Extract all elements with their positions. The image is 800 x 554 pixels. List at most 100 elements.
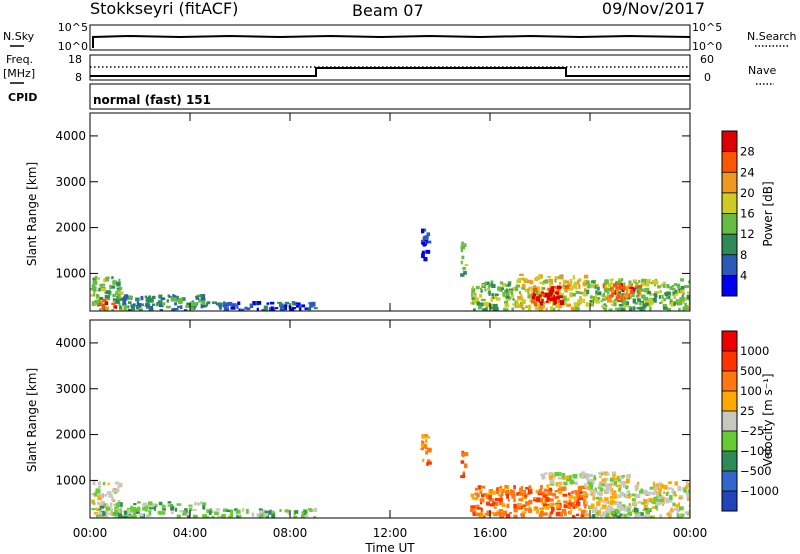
nsky-tick-top: 10^5 bbox=[58, 21, 88, 34]
velocity-colorbar: 1000 500 100 25 −25 −100 −500 −1000 bbox=[721, 330, 779, 512]
nsky-label: N.Sky bbox=[3, 30, 35, 43]
velocity-ytick-label-0: 1000 bbox=[55, 473, 86, 487]
velocity-ylabel: Slant Range [km] bbox=[25, 368, 39, 472]
velocity-patch-2 bbox=[115, 501, 207, 518]
velocity-colorbar-tick-7: −1000 bbox=[740, 484, 779, 498]
freq-tick-bottom: 8 bbox=[75, 71, 82, 84]
velocity-colorbar-swatch-4 bbox=[722, 411, 737, 431]
power-colorbar-swatch-1 bbox=[722, 254, 737, 276]
power-panel: 1000 2000 3000 4000 Slant Range [km] bbox=[25, 112, 691, 312]
power-colorbar-tick-5: 24 bbox=[740, 165, 755, 179]
freq-tick-top: 18 bbox=[68, 53, 82, 66]
cpid-value: normal (fast) 151 bbox=[93, 93, 211, 107]
power-colorbar-tick-4: 20 bbox=[740, 186, 755, 200]
nave-label: Nave bbox=[748, 64, 776, 77]
velocity-ytick-label-2: 3000 bbox=[55, 382, 86, 396]
power-colorbar-swatch-3 bbox=[722, 213, 737, 235]
velocity-ytick-label-3: 4000 bbox=[55, 336, 86, 350]
nsearch-tick-top: 10^5 bbox=[692, 21, 722, 34]
x-tick-label-5: 20:00 bbox=[573, 526, 608, 540]
velocity-patch-0 bbox=[91, 480, 123, 518]
noise-sky-line bbox=[92, 34, 691, 48]
x-tick-label-0: 00:00 bbox=[73, 526, 108, 540]
freq-label: Freq. bbox=[6, 53, 33, 66]
velocity-colorbar-swatch-8 bbox=[722, 331, 737, 351]
x-tick-label-3: 12:00 bbox=[373, 526, 408, 540]
power-patch-8 bbox=[531, 285, 570, 307]
power-patch-9 bbox=[585, 278, 690, 311]
power-ytick-label-3: 4000 bbox=[55, 129, 86, 143]
velocity-colorbar-swatch-7 bbox=[722, 351, 737, 371]
velocity-colorbar-swatch-0 bbox=[722, 491, 737, 511]
velocity-colorbar-swatch-6 bbox=[722, 371, 737, 391]
velocity-patch-3 bbox=[205, 507, 318, 518]
date-title: 09/Nov/2017 bbox=[602, 0, 705, 18]
velocity-colorbar-swatch-5 bbox=[722, 391, 737, 411]
power-patch-7 bbox=[515, 273, 589, 311]
power-colorbar-label: Power [dB] bbox=[761, 181, 775, 246]
velocity-colorbar-tick-2: 100 bbox=[740, 384, 762, 398]
velocity-data-layer bbox=[91, 434, 690, 518]
x-axis-labels: 00:00 04:00 08:00 12:00 16:00 20:00 00:00 bbox=[73, 526, 708, 540]
power-colorbar-tick-2: 12 bbox=[740, 227, 755, 241]
velocity-axis-ticks: 1000 2000 3000 4000 bbox=[55, 320, 691, 518]
power-colorbar-tick-6: 28 bbox=[740, 145, 755, 159]
velocity-colorbar-tick-6: −500 bbox=[740, 464, 772, 478]
x-axis-label: Time UT bbox=[364, 541, 415, 554]
velocity-colorbar-tick-3: 25 bbox=[740, 404, 755, 418]
nave-tick-bottom: 0 bbox=[704, 71, 711, 84]
power-ytick-label-2: 3000 bbox=[55, 175, 86, 189]
nsky-tick-bottom: 10^0 bbox=[58, 40, 88, 53]
power-patch-10 bbox=[602, 283, 642, 303]
power-ytick-label-1: 2000 bbox=[55, 221, 86, 235]
nsearch-label: N.Search bbox=[747, 30, 797, 43]
velocity-colorbar-swatch-2 bbox=[722, 451, 737, 471]
power-colorbar-swatch-6 bbox=[722, 151, 737, 173]
cpid-strip: CPID normal (fast) 151 bbox=[8, 83, 691, 110]
velocity-ytick-label-1: 2000 bbox=[55, 428, 86, 442]
power-colorbar-swatch-5 bbox=[722, 172, 737, 193]
x-tick-label-4: 16:00 bbox=[473, 526, 508, 540]
power-colorbar-swatch-2 bbox=[722, 234, 737, 255]
power-colorbar: 4 8 12 16 20 24 28 bbox=[721, 130, 755, 297]
power-patch-5 bbox=[460, 241, 469, 277]
power-ylabel: Slant Range [km] bbox=[25, 162, 39, 266]
velocity-patch-5 bbox=[460, 450, 469, 479]
velocity-colorbar-tick-5: −100 bbox=[740, 444, 772, 458]
cpid-label: CPID bbox=[8, 91, 37, 104]
velocity-patch-9 bbox=[592, 507, 653, 518]
power-colorbar-tick-0: 4 bbox=[740, 268, 747, 282]
noise-strip: N.Sky 10^5 10^0 N.Search 10^5 10^0 bbox=[3, 21, 797, 53]
power-patch-2 bbox=[115, 294, 206, 311]
power-data-layer bbox=[90, 228, 690, 311]
velocity-colorbar-swatch-1 bbox=[722, 471, 737, 491]
x-tick-label-2: 08:00 bbox=[273, 526, 308, 540]
velocity-patch-6 bbox=[470, 485, 589, 518]
power-patch-3 bbox=[202, 301, 318, 311]
power-patch-4 bbox=[420, 228, 432, 262]
velocity-colorbar-tick-4: −25 bbox=[740, 424, 764, 438]
power-colorbar-tick-1: 8 bbox=[740, 248, 747, 262]
power-patch-1 bbox=[98, 298, 118, 310]
nave-tick-top: 60 bbox=[700, 53, 714, 66]
x-tick-label-6: 00:00 bbox=[673, 526, 708, 540]
power-axis-ticks: 1000 2000 3000 4000 bbox=[55, 113, 691, 311]
nsearch-tick-bottom: 10^0 bbox=[692, 40, 722, 53]
power-colorbar-swatch-4 bbox=[722, 192, 737, 214]
frequency-line bbox=[90, 67, 690, 77]
velocity-colorbar-tick-1: 500 bbox=[740, 364, 762, 378]
power-colorbar-swatch-0 bbox=[722, 275, 737, 296]
velocity-colorbar-tick-0: 1000 bbox=[740, 344, 769, 358]
power-colorbar-tick-3: 16 bbox=[740, 207, 755, 221]
velocity-panel: 1000 2000 3000 4000 Slant Range [km] bbox=[25, 319, 691, 519]
station-title: Stokkseyri (fitACF) bbox=[90, 0, 238, 18]
power-ytick-label-0: 1000 bbox=[55, 266, 86, 280]
velocity-colorbar-label: Velocity [m s⁻¹] bbox=[761, 373, 775, 466]
frequency-strip: Freq. [MHz] 18 8 60 0 Nave bbox=[3, 53, 776, 85]
velocity-patch-7 bbox=[540, 471, 631, 490]
velocity-colorbar-swatch-3 bbox=[722, 431, 737, 451]
beam-title: Beam 07 bbox=[352, 1, 424, 20]
power-patch-6 bbox=[470, 280, 519, 311]
velocity-patch-4 bbox=[420, 434, 432, 466]
